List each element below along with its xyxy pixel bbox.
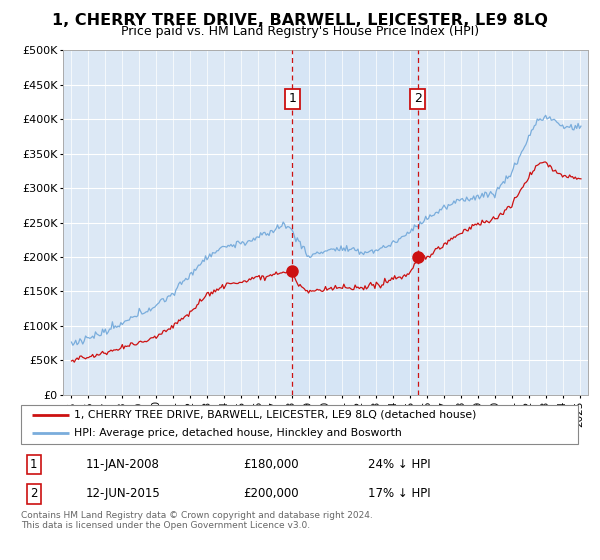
Text: 17% ↓ HPI: 17% ↓ HPI xyxy=(368,487,430,501)
Text: 2: 2 xyxy=(414,92,422,105)
Text: 2: 2 xyxy=(30,487,38,501)
Text: Contains HM Land Registry data © Crown copyright and database right 2024.
This d: Contains HM Land Registry data © Crown c… xyxy=(21,511,373,530)
Text: 1, CHERRY TREE DRIVE, BARWELL, LEICESTER, LE9 8LQ (detached house): 1, CHERRY TREE DRIVE, BARWELL, LEICESTER… xyxy=(74,409,477,419)
Text: £200,000: £200,000 xyxy=(244,487,299,501)
Text: 11-JAN-2008: 11-JAN-2008 xyxy=(86,458,160,471)
Text: £180,000: £180,000 xyxy=(244,458,299,471)
Text: 24% ↓ HPI: 24% ↓ HPI xyxy=(368,458,430,471)
Text: HPI: Average price, detached house, Hinckley and Bosworth: HPI: Average price, detached house, Hinc… xyxy=(74,428,402,438)
Text: 1: 1 xyxy=(289,92,296,105)
FancyBboxPatch shape xyxy=(21,405,578,444)
Text: 12-JUN-2015: 12-JUN-2015 xyxy=(86,487,160,501)
Text: 1, CHERRY TREE DRIVE, BARWELL, LEICESTER, LE9 8LQ: 1, CHERRY TREE DRIVE, BARWELL, LEICESTER… xyxy=(52,13,548,29)
Text: Price paid vs. HM Land Registry's House Price Index (HPI): Price paid vs. HM Land Registry's House … xyxy=(121,25,479,38)
Bar xyxy=(292,50,418,395)
Text: 1: 1 xyxy=(30,458,38,471)
